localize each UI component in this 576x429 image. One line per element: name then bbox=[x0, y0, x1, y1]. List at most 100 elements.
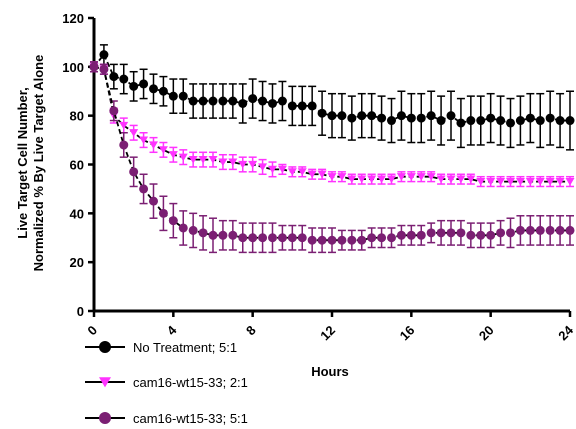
data-point bbox=[565, 116, 575, 126]
data-point bbox=[456, 228, 466, 238]
data-point bbox=[476, 116, 486, 126]
data-point bbox=[198, 96, 208, 106]
data-point bbox=[555, 177, 565, 186]
data-point bbox=[129, 129, 139, 137]
data-point bbox=[208, 230, 218, 240]
data-point bbox=[238, 98, 248, 108]
y-axis-title-line2: Normalized % By Live Target Alone bbox=[31, 55, 46, 272]
data-point bbox=[426, 228, 436, 238]
data-point bbox=[139, 184, 149, 194]
data-point bbox=[535, 116, 545, 126]
data-point bbox=[347, 113, 357, 123]
data-point bbox=[238, 233, 248, 243]
data-point bbox=[218, 230, 228, 240]
data-point bbox=[218, 158, 228, 167]
data-point bbox=[357, 111, 367, 121]
y-tick-label: 120 bbox=[62, 11, 84, 26]
data-point bbox=[109, 106, 119, 116]
data-point bbox=[168, 91, 178, 101]
y-tick-label: 20 bbox=[70, 255, 84, 270]
data-point bbox=[525, 113, 535, 123]
data-point bbox=[248, 233, 258, 243]
data-point bbox=[515, 116, 525, 126]
data-point bbox=[297, 101, 307, 111]
data-point bbox=[367, 111, 377, 121]
data-point bbox=[228, 158, 238, 167]
data-point bbox=[337, 235, 347, 245]
data-point bbox=[317, 170, 327, 179]
data-point bbox=[119, 140, 129, 150]
data-point bbox=[228, 230, 238, 240]
data-point bbox=[387, 116, 396, 126]
data-point bbox=[337, 173, 347, 181]
data-point bbox=[387, 233, 396, 243]
data-point bbox=[496, 116, 506, 126]
y-tick-label: 100 bbox=[62, 60, 84, 75]
series-0 bbox=[89, 44, 575, 151]
data-point bbox=[387, 175, 396, 184]
data-point bbox=[416, 230, 426, 240]
data-point bbox=[456, 175, 466, 184]
data-point bbox=[426, 111, 436, 121]
data-point bbox=[545, 225, 555, 235]
data-point bbox=[515, 177, 525, 186]
data-point bbox=[377, 113, 387, 123]
data-point bbox=[149, 196, 158, 206]
data-point bbox=[327, 111, 337, 121]
data-point bbox=[317, 235, 327, 245]
data-point bbox=[377, 175, 387, 184]
data-point bbox=[545, 177, 555, 186]
data-point bbox=[466, 175, 476, 184]
data-point bbox=[178, 223, 188, 233]
data-point bbox=[446, 111, 456, 121]
data-point bbox=[238, 160, 248, 169]
x-axis-title: Hours bbox=[311, 364, 349, 379]
data-point bbox=[436, 175, 446, 184]
data-point bbox=[545, 113, 555, 123]
data-point bbox=[476, 177, 486, 186]
y-tick-label: 80 bbox=[70, 109, 84, 124]
data-point bbox=[307, 235, 317, 245]
x-tick-label: 4 bbox=[164, 322, 180, 338]
data-point bbox=[496, 228, 506, 238]
data-point bbox=[258, 96, 268, 106]
data-point bbox=[406, 230, 416, 240]
data-point bbox=[228, 96, 238, 106]
data-point bbox=[416, 173, 426, 181]
data-point bbox=[436, 228, 446, 238]
x-tick-label: 20 bbox=[476, 323, 497, 344]
legend: No Treatment; 5:1 cam16-wt15-33; 2:1 cam16… bbox=[85, 340, 248, 426]
data-point bbox=[198, 156, 208, 164]
data-point bbox=[287, 168, 297, 176]
data-point bbox=[158, 86, 168, 96]
data-point bbox=[466, 116, 476, 126]
data-point bbox=[476, 230, 486, 240]
data-point bbox=[287, 101, 297, 111]
series-2 bbox=[89, 61, 575, 254]
data-point bbox=[89, 62, 99, 72]
data-point bbox=[506, 228, 515, 238]
data-point bbox=[188, 96, 198, 106]
data-point bbox=[446, 175, 456, 184]
data-point bbox=[258, 233, 268, 243]
data-point bbox=[327, 173, 337, 181]
data-point bbox=[347, 175, 357, 184]
data-point bbox=[297, 233, 307, 243]
data-point bbox=[456, 118, 466, 128]
data-point bbox=[268, 233, 277, 243]
data-point bbox=[565, 177, 575, 186]
data-point bbox=[506, 177, 515, 186]
data-point bbox=[307, 170, 317, 179]
data-point bbox=[555, 116, 565, 126]
data-point bbox=[287, 233, 297, 243]
data-point bbox=[178, 153, 188, 162]
data-point bbox=[367, 175, 377, 184]
legend-marker bbox=[99, 377, 111, 388]
data-point bbox=[119, 74, 129, 84]
data-point bbox=[99, 50, 109, 60]
data-point bbox=[496, 177, 506, 186]
data-point bbox=[178, 91, 188, 101]
data-point bbox=[515, 225, 525, 235]
x-tick-label: 24 bbox=[555, 322, 576, 343]
data-point bbox=[168, 151, 178, 159]
